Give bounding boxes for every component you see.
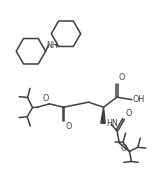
Text: HN: HN — [106, 119, 118, 128]
Text: O: O — [65, 122, 72, 131]
Text: O: O — [42, 94, 48, 102]
Text: O: O — [121, 144, 127, 153]
Text: OH: OH — [133, 95, 145, 104]
Polygon shape — [101, 107, 105, 123]
Text: O: O — [119, 73, 125, 83]
Text: O: O — [125, 109, 132, 117]
Text: NH: NH — [46, 41, 58, 50]
